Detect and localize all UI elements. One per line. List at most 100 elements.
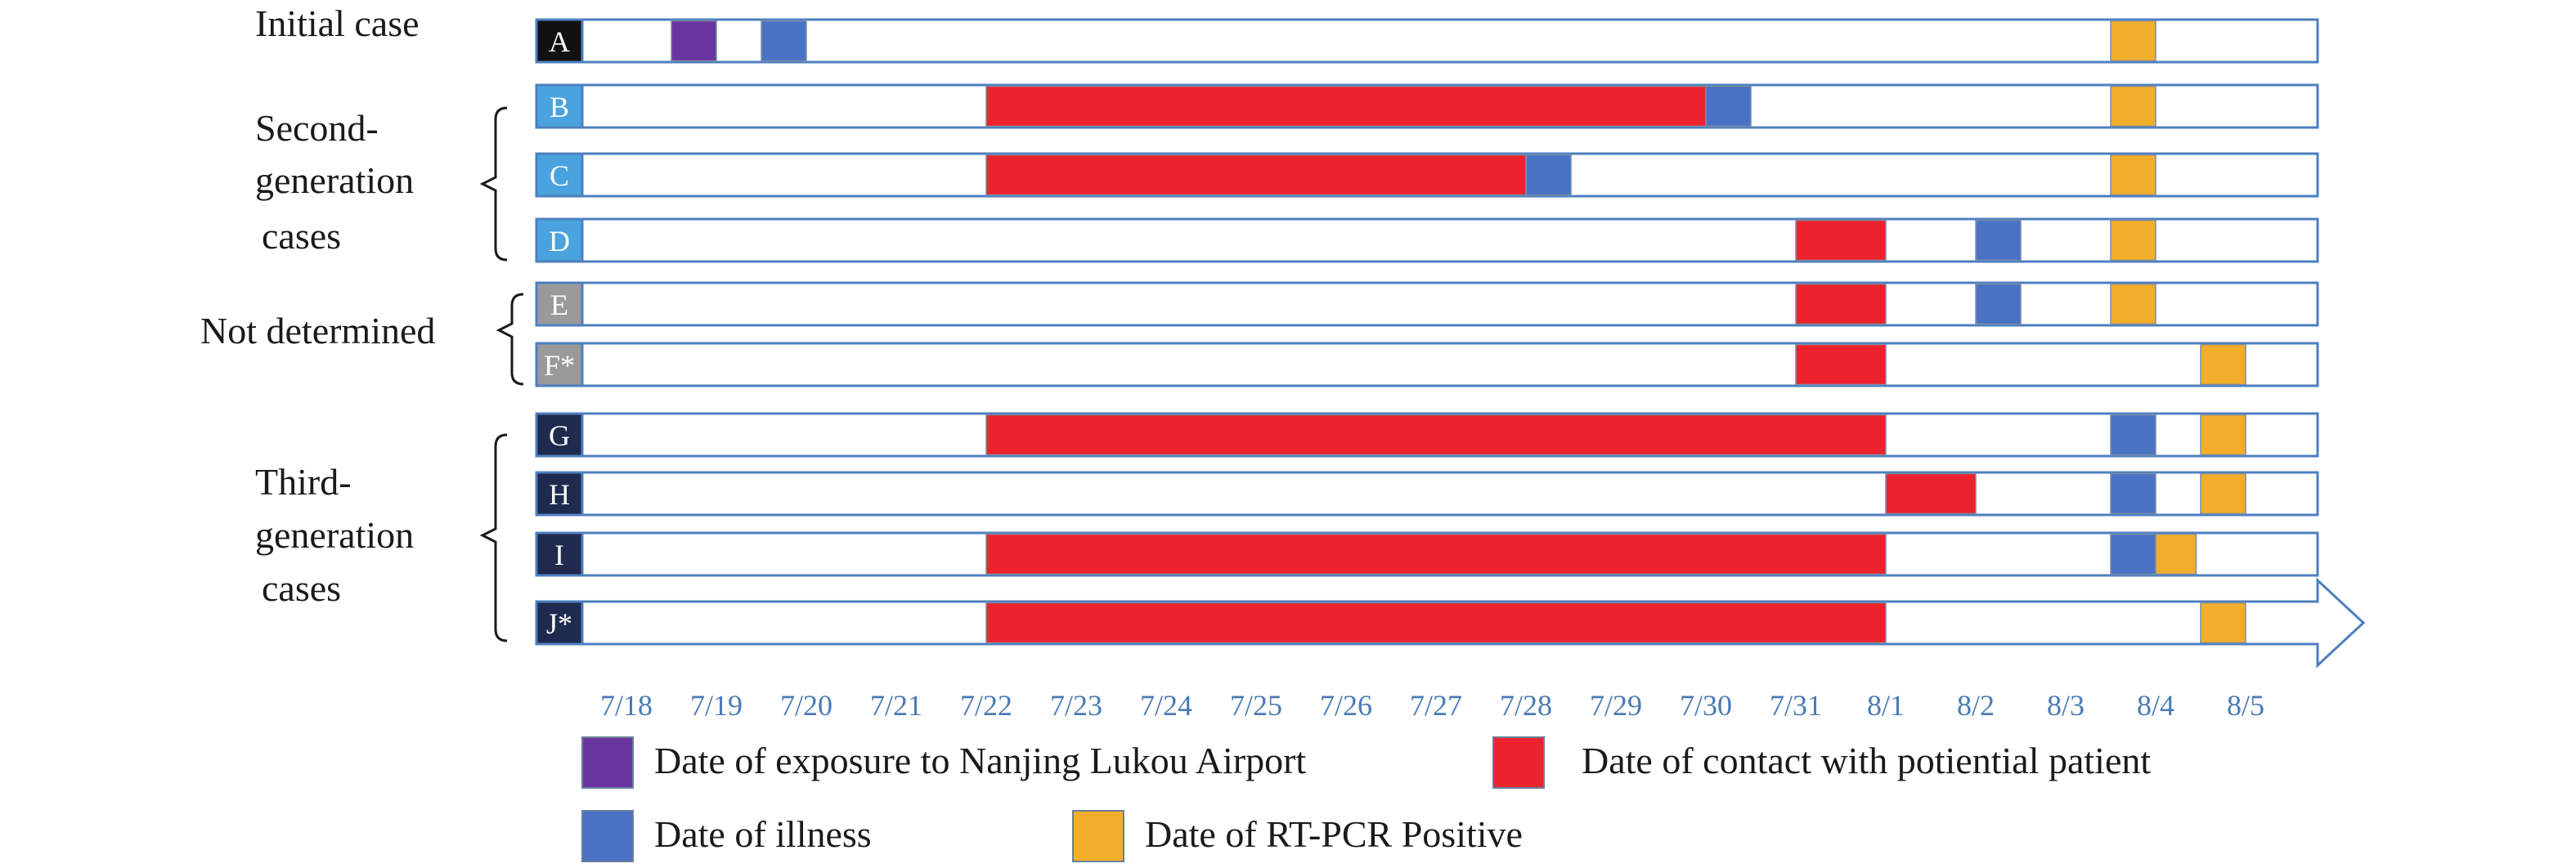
group-label-line: cases — [262, 215, 341, 257]
x-tick-label: 8/2 — [1957, 689, 1995, 722]
group-label-line: Second- — [255, 107, 379, 149]
x-tick-label: 7/24 — [1140, 689, 1192, 722]
group-label-line: generation — [255, 514, 414, 556]
event-contact — [985, 602, 1887, 644]
group-label-line: Third- — [255, 461, 352, 503]
group-0: Initial case — [255, 2, 420, 44]
x-tick-label: 7/31 — [1770, 689, 1822, 722]
x-tick-label: 7/30 — [1680, 689, 1732, 722]
legend-item-rtpcr: Date of RT-PCR Positive — [1072, 810, 1523, 862]
event-contact — [1795, 343, 1887, 386]
case-id-label: C — [550, 159, 569, 192]
group-bracket — [479, 433, 508, 642]
event-exposure — [671, 20, 717, 62]
event-illness — [2110, 472, 2156, 515]
event-rtpcr — [2110, 85, 2156, 128]
event-contact — [1795, 219, 1887, 262]
case-row-d: D — [535, 217, 2319, 263]
x-tick-label: 7/19 — [690, 689, 743, 722]
legend-swatch — [581, 736, 634, 789]
row-outline — [535, 471, 2319, 517]
x-tick-label: 8/5 — [2227, 689, 2264, 722]
x-tick-label: 8/3 — [2047, 689, 2085, 722]
legend: Date of exposure to Nanjing Lukou Airpor… — [581, 736, 2151, 862]
case-row-e: E — [535, 281, 2319, 327]
case-id-box — [535, 83, 584, 129]
x-tick-label: 7/28 — [1500, 689, 1552, 722]
case-row-c: C — [535, 152, 2319, 198]
group-1: Second-generation cases — [255, 106, 508, 262]
case-row-f-star: F* — [535, 342, 2319, 387]
group-3: Third-generation cases — [255, 433, 508, 642]
event-illness — [1975, 219, 2022, 262]
event-illness — [1975, 283, 2022, 325]
event-contact — [1795, 283, 1887, 325]
legend-item-illness: Date of illness — [581, 810, 872, 862]
case-id-box — [535, 412, 584, 458]
event-rtpcr — [2200, 472, 2246, 515]
event-contact — [985, 154, 1527, 196]
case-id-box — [535, 18, 584, 64]
case-row-b: B — [535, 83, 2319, 129]
group-bracket — [496, 293, 524, 386]
case-id-label: E — [550, 289, 568, 321]
event-rtpcr — [2200, 602, 2246, 644]
x-tick-label: 8/1 — [1867, 689, 1905, 722]
case-row-h: H — [535, 471, 2319, 517]
legend-swatch — [1072, 810, 1124, 862]
group-label-line: cases — [262, 567, 341, 609]
event-illness — [2110, 414, 2156, 456]
case-row-a: A — [535, 18, 2319, 64]
legend-swatch — [1492, 736, 1545, 789]
event-rtpcr — [2200, 414, 2246, 456]
case-id-box — [535, 471, 584, 517]
case-id-label: J* — [546, 607, 572, 640]
legend-label: Date of RT-PCR Positive — [1145, 813, 1523, 855]
x-tick-label: 7/22 — [960, 689, 1012, 722]
row-outline — [535, 281, 2319, 327]
case-row-i: I — [535, 531, 2319, 577]
event-contact — [985, 414, 1887, 456]
event-illness — [2110, 533, 2156, 575]
event-rtpcr — [2155, 533, 2197, 575]
event-rtpcr — [2200, 343, 2246, 386]
x-tick-label: 7/18 — [600, 689, 653, 722]
event-illness — [1705, 85, 1752, 128]
case-id-box — [535, 217, 584, 263]
x-tick-label: 7/29 — [1590, 689, 1642, 722]
group-label-line: generation — [255, 159, 414, 201]
case-id-box — [535, 152, 584, 198]
case-id-label: F* — [544, 349, 575, 382]
legend-swatch — [581, 810, 634, 862]
case-id-label: B — [550, 91, 569, 123]
case-id-label: A — [549, 25, 570, 58]
x-tick-label: 7/20 — [780, 689, 832, 722]
event-contact — [985, 533, 1887, 575]
case-id-label: D — [549, 225, 570, 257]
case-id-box — [535, 342, 584, 387]
group-2: Not determined — [200, 293, 524, 386]
case-id-box — [535, 600, 584, 646]
legend-label: Date of illness — [654, 813, 872, 855]
event-illness — [761, 20, 807, 62]
case-row-j-star: J* — [535, 577, 2366, 669]
row-outline — [535, 217, 2319, 263]
event-contact — [1885, 472, 1977, 515]
x-tick-label: 7/27 — [1410, 689, 1462, 722]
case-id-box — [535, 531, 584, 577]
x-tick-label: 7/23 — [1050, 689, 1102, 722]
event-rtpcr — [2110, 20, 2156, 62]
case-row-g: G — [535, 412, 2319, 458]
group-bracket — [479, 106, 508, 262]
event-rtpcr — [2110, 219, 2156, 262]
legend-label: Date of contact with potiential patient — [1582, 740, 2151, 781]
x-tick-label: 8/4 — [2137, 689, 2174, 722]
event-illness — [1525, 154, 1572, 196]
event-contact — [985, 85, 1707, 128]
event-rtpcr — [2110, 283, 2156, 325]
case-id-box — [535, 281, 584, 327]
case-id-label: H — [549, 478, 570, 511]
x-tick-label: 7/21 — [870, 689, 922, 722]
legend-item-contact: Date of contact with potiential patient — [1492, 736, 2151, 789]
